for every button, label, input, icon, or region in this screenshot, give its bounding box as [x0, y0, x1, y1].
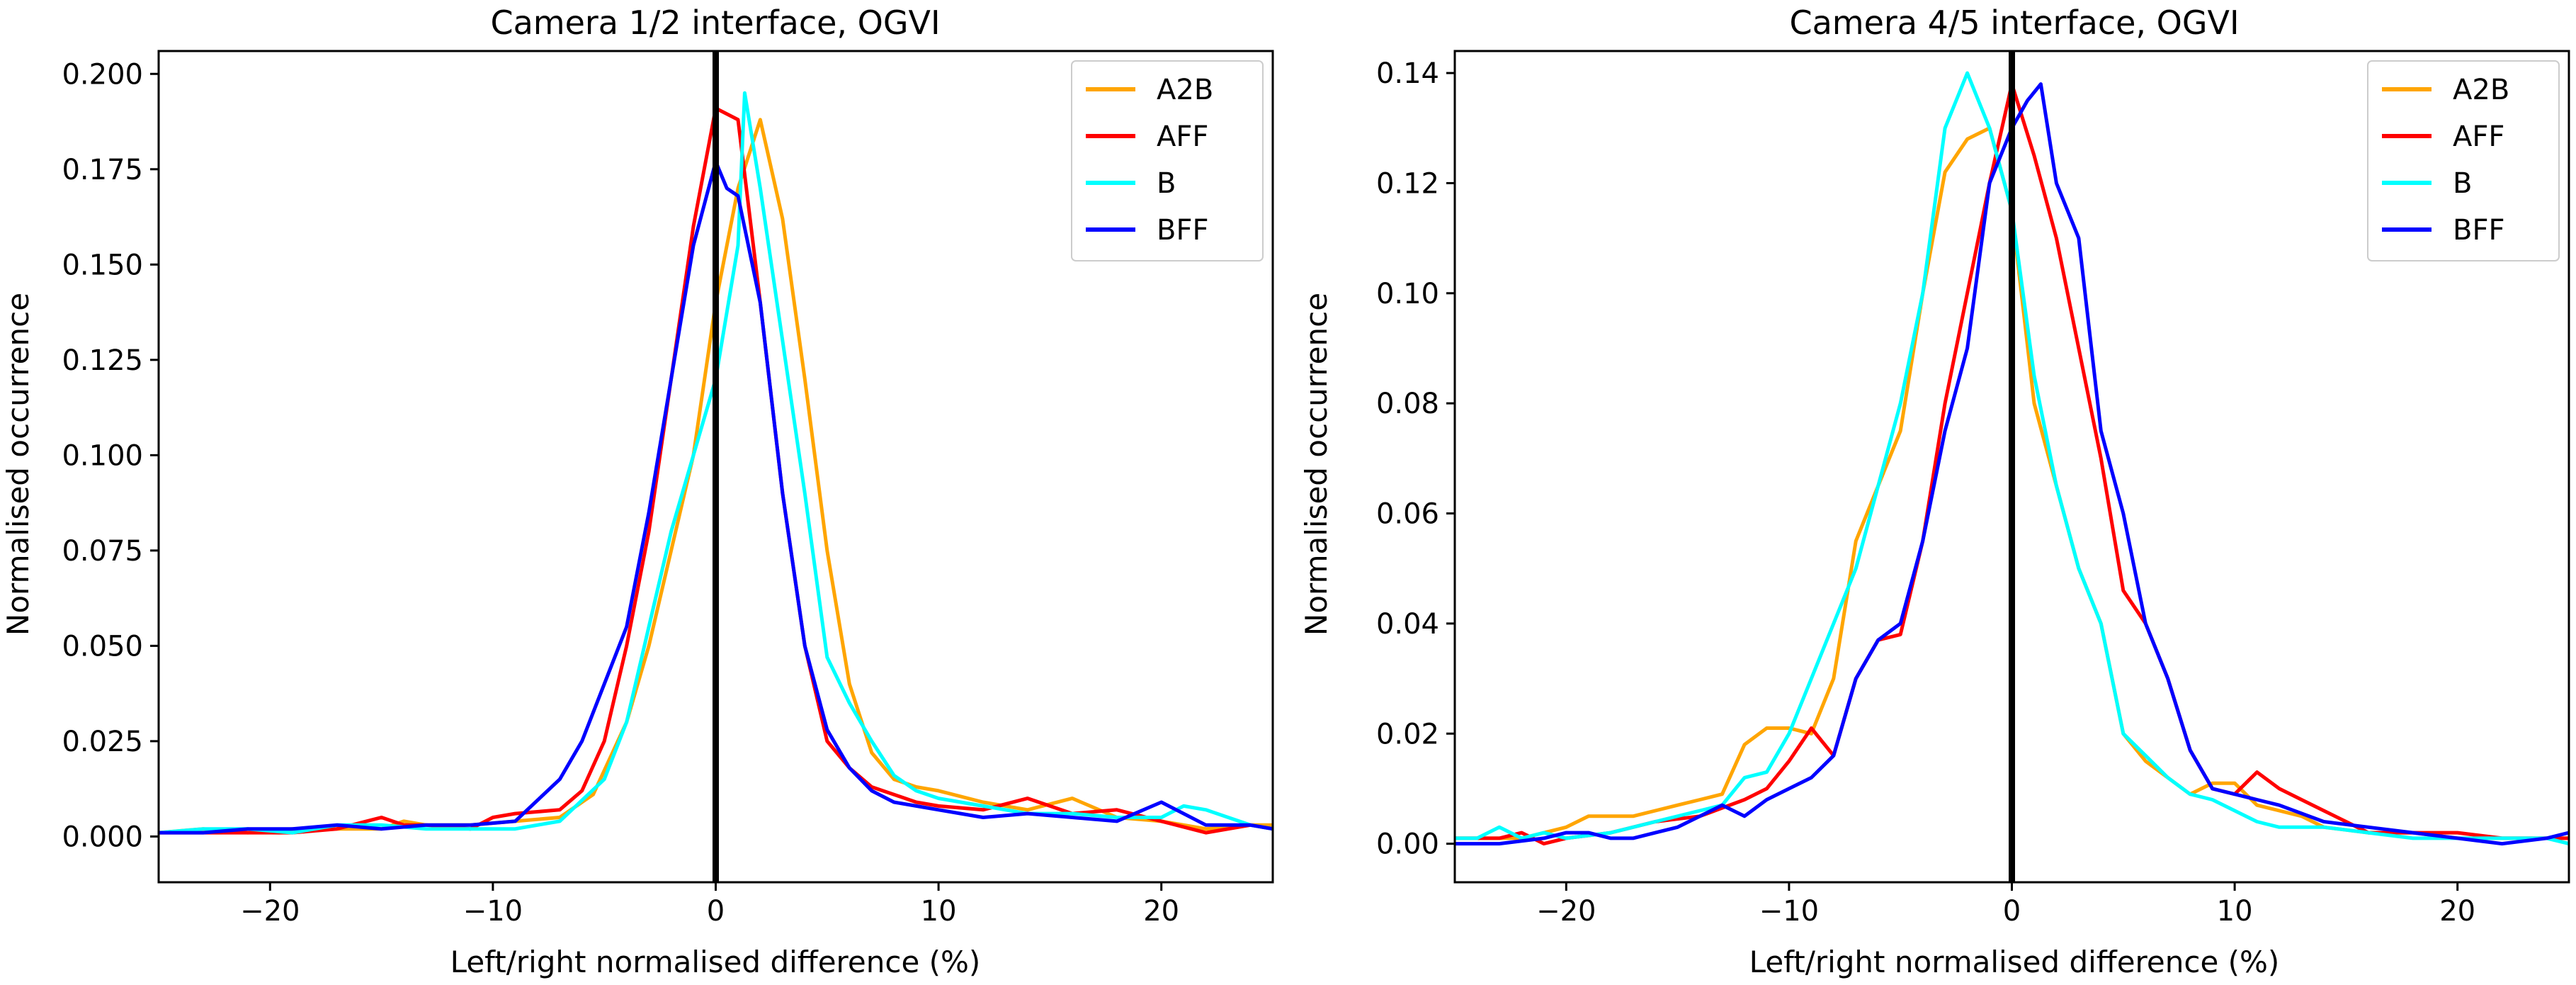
legend: A2B AFF B BFF	[2367, 60, 2560, 261]
x-tick-label: 0	[2003, 895, 2021, 928]
y-tick-label: 0.08	[1376, 388, 1439, 420]
x-tick-label: 10	[2217, 895, 2253, 928]
x-tick-label: 0	[707, 895, 725, 928]
chart-title: Camera 1/2 interface, OGVI	[490, 4, 940, 42]
x-tick-label: −10	[463, 895, 523, 928]
x-tick-label: −20	[1536, 895, 1596, 928]
y-axis-label: Normalised occurrence	[1, 293, 35, 636]
x-axis-label: Left/right normalised difference (%)	[450, 945, 981, 979]
y-tick-label: 0.100	[62, 439, 143, 472]
chart-panel-camera-1-2: Camera 1/2 interface, OGVI Left/right no…	[1, 4, 1274, 979]
y-tick-label: 0.125	[62, 344, 143, 377]
legend-label-bff: BFF	[1157, 214, 1208, 247]
y-tick-label: 0.075	[62, 535, 143, 568]
legend-label-a2b: A2B	[1157, 74, 1213, 106]
y-tick-label: 0.04	[1376, 608, 1439, 641]
legend-label-aff: AFF	[2453, 120, 2504, 153]
series-line-b	[1455, 71, 2569, 846]
chart-panel-camera-4-5: Camera 4/5 interface, OGVI Left/right no…	[1299, 4, 2570, 979]
y-tick-label: 0.000	[62, 821, 143, 853]
series-line-a2b	[1455, 126, 2569, 840]
legend-box	[1071, 60, 1264, 261]
y-tick-label: 0.00	[1376, 828, 1439, 861]
y-tick-label: 0.12	[1376, 167, 1439, 200]
legend-label-a2b: A2B	[2453, 74, 2509, 106]
legend-label-bff: BFF	[2453, 214, 2504, 247]
legend-label-b: B	[1157, 167, 1176, 200]
y-tick-label: 0.175	[62, 154, 143, 186]
y-tick-label: 0.025	[62, 726, 143, 758]
x-tick-label: 20	[2439, 895, 2475, 928]
y-tick-label: 0.06	[1376, 498, 1439, 531]
legend-label-aff: AFF	[1157, 120, 1208, 153]
y-tick-label: 0.10	[1376, 278, 1439, 310]
x-tick-label: 20	[1143, 895, 1179, 928]
series-line-bff	[1455, 82, 2569, 846]
y-tick-label: 0.050	[62, 630, 143, 663]
y-tick-label: 0.02	[1376, 718, 1439, 750]
legend-box	[2367, 60, 2560, 261]
y-axis-label: Normalised occurrence	[1299, 293, 1334, 636]
legend-label-b: B	[2453, 167, 2472, 200]
series-line-bff	[159, 159, 1273, 835]
x-axis-label: Left/right normalised difference (%)	[1749, 945, 2280, 979]
plot-area	[1455, 51, 2569, 882]
legend: A2B AFF B BFF	[1071, 60, 1264, 261]
x-tick-label: −20	[240, 895, 300, 928]
x-tick-label: 10	[921, 895, 957, 928]
x-tick-label: −10	[1759, 895, 1819, 928]
plot-area	[159, 51, 1273, 882]
y-tick-label: 0.200	[62, 58, 143, 91]
y-tick-label: 0.150	[62, 249, 143, 281]
series-line-b	[159, 91, 1273, 835]
chart-title: Camera 4/5 interface, OGVI	[1789, 4, 2239, 42]
y-tick-label: 0.14	[1376, 57, 1439, 90]
series-line-aff	[1455, 82, 2569, 846]
